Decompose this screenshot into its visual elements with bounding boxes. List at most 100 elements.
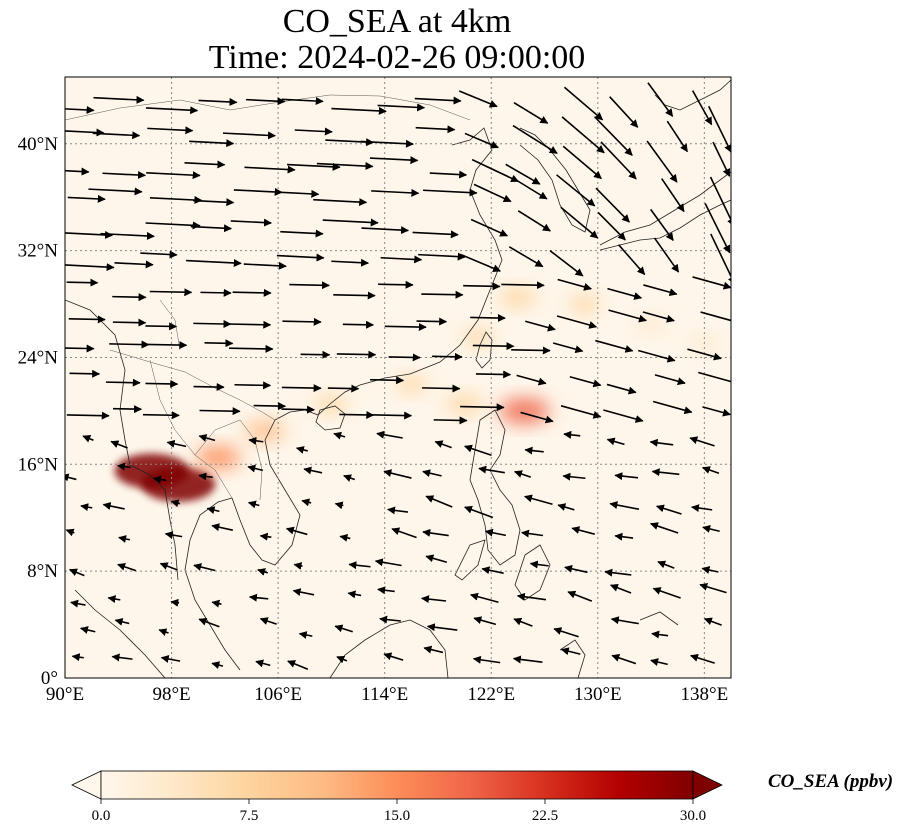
wind-vector: [65, 473, 77, 482]
co-plume-2: [195, 445, 241, 470]
wind-vector: [184, 160, 226, 169]
wind-vector: [198, 617, 220, 628]
wind-vector: [391, 527, 417, 539]
wind-vector: [472, 655, 501, 664]
wind-vector: [69, 568, 85, 577]
wind-vector: [113, 405, 143, 414]
wind-vector: [523, 494, 553, 505]
wind-vector: [333, 291, 376, 300]
wind-vector: [472, 342, 515, 351]
wind-vector: [316, 162, 374, 171]
wind-vector: [164, 531, 183, 539]
wind-vector: [464, 505, 494, 519]
co-plume-8: [462, 328, 494, 347]
lat-tick-label: 16°N: [18, 454, 59, 475]
wind-vector: [145, 221, 201, 230]
wind-vector: [666, 120, 688, 153]
wind-vector: [287, 660, 309, 670]
wind-vector: [516, 592, 547, 601]
wind-vector: [557, 503, 575, 511]
wind-vector: [211, 599, 222, 608]
colorbar: 0.0 7.5 15.0 22.5 30.0: [71, 770, 723, 824]
wind-vector: [69, 369, 101, 378]
wind-vector: [512, 124, 558, 154]
wind-vector: [520, 529, 544, 538]
wind-vector: [66, 411, 110, 420]
wind-vector: [198, 434, 216, 442]
colorbar-extend-min: [71, 770, 102, 800]
wind-vector: [421, 595, 447, 604]
wind-vector: [426, 623, 458, 632]
wind-vector: [193, 563, 216, 572]
wind-vector: [88, 187, 143, 196]
wind-vector: [339, 410, 375, 419]
wind-vector: [65, 128, 105, 137]
wind-vector: [642, 311, 675, 323]
wind-vector: [145, 379, 179, 388]
wind-vector: [243, 261, 287, 270]
wind-vector: [247, 464, 264, 473]
wind-vector: [247, 500, 260, 509]
wind-vector: [112, 318, 147, 327]
wind-vector: [691, 90, 713, 126]
wind-vector: [603, 409, 644, 423]
wind-vector: [425, 495, 453, 508]
wind-vector: [92, 131, 141, 140]
wind-vector: [655, 504, 682, 515]
wind-vector: [198, 472, 213, 481]
wind-vector: [563, 86, 604, 121]
wind-vector: [654, 374, 686, 386]
wind-vector: [66, 278, 99, 287]
wind-vector: [67, 194, 106, 203]
wind-vector: [513, 101, 549, 124]
wind-vector: [149, 196, 203, 205]
wind-vector: [377, 103, 426, 112]
wind-vector: [651, 630, 669, 639]
wind-vector: [524, 446, 544, 455]
wind-vector: [287, 162, 341, 171]
wind-vector: [348, 561, 371, 570]
wind-vector-layer: [65, 82, 731, 670]
wind-vector: [609, 501, 640, 510]
wind-vector: [368, 411, 413, 420]
co-plume-7: [499, 397, 550, 424]
colorbar-tick-label: 15.0: [384, 808, 410, 824]
wind-vector: [333, 431, 346, 440]
wind-vector: [600, 141, 637, 180]
wind-vector: [703, 617, 722, 626]
wind-vector: [140, 250, 178, 259]
wind-vector: [412, 230, 459, 239]
wind-vector: [429, 170, 468, 179]
wind-vector: [560, 647, 581, 656]
wind-vector: [336, 655, 348, 664]
wind-vector: [508, 246, 544, 268]
wind-vector: [292, 588, 315, 596]
wind-vector: [295, 446, 308, 454]
wind-vector: [469, 592, 499, 603]
wind-vector: [556, 174, 596, 207]
wind-vector: [107, 595, 121, 603]
wind-vector: [170, 598, 180, 607]
wind-vector: [388, 353, 421, 362]
wind-vector: [520, 411, 554, 424]
longitude-tick-labels: 90°E 98°E 106°E 114°E 122°E 130°E 138°E: [46, 684, 728, 705]
lat-tick-label: 32°N: [18, 241, 59, 262]
coastlines: [65, 79, 731, 678]
wind-vector: [649, 522, 679, 534]
wind-vector: [166, 439, 187, 448]
wind-vector: [65, 105, 95, 114]
wind-vector: [513, 470, 532, 478]
wind-vector: [691, 504, 713, 513]
wind-vector: [80, 503, 93, 512]
wind-vector: [512, 655, 543, 664]
wind-vector: [255, 659, 271, 668]
wind-vector: [432, 352, 463, 361]
wind-vector: [606, 437, 625, 446]
wind-vector: [360, 139, 414, 148]
lon-tick-label: 138°E: [681, 684, 729, 705]
wind-vector: [234, 381, 272, 390]
lat-tick-label: 24°N: [18, 347, 59, 368]
wind-vector: [473, 616, 497, 626]
wind-vector: [422, 384, 461, 393]
